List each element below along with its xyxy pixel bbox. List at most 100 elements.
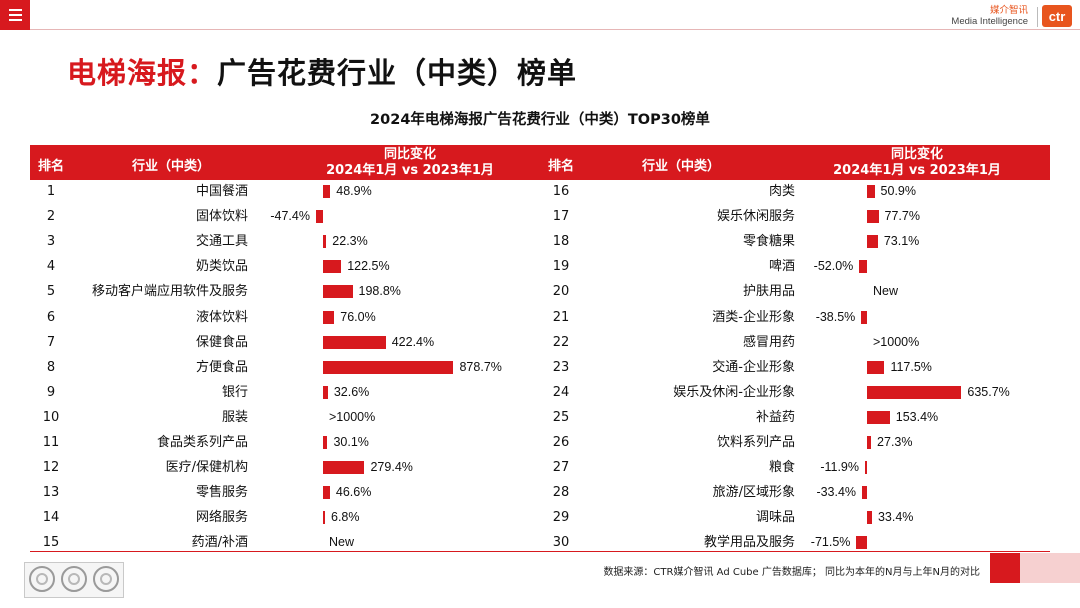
row-change-bar	[323, 310, 335, 324]
ctr-logo: ctr	[1042, 5, 1072, 27]
row-industry: 医疗/保健机构	[165, 460, 248, 476]
footer-accent-red	[990, 553, 1020, 583]
row-change-value: 279.4%	[370, 460, 413, 475]
table-row: 17 娱乐休闲服务	[540, 204, 795, 229]
row-rank: 25	[552, 409, 570, 425]
sgs-seal	[93, 566, 119, 592]
table-row: 6 液体饮料	[30, 305, 248, 330]
row-industry: 肉类	[768, 184, 795, 199]
row-change-bar	[865, 461, 867, 475]
table-row: 24 娱乐及休闲-企业形象	[540, 380, 795, 405]
row-rank: 2	[46, 209, 56, 225]
row-rank: 28	[552, 485, 570, 501]
row-change-value: -47.4%	[270, 209, 310, 224]
table-row: 26 饮料系列产品	[540, 430, 795, 455]
row-industry: 服装	[221, 409, 248, 425]
table-row: 7 保健食品	[30, 330, 248, 355]
table-row: 19 啤酒	[540, 254, 795, 279]
row-rank: 14	[42, 510, 60, 526]
row-rank: 30	[552, 535, 570, 551]
table-row: 23 交通-企业形象	[540, 355, 795, 380]
table-row: 16 肉类	[540, 179, 795, 204]
row-rank: 10	[42, 409, 60, 425]
row-change-value: -11.9%	[820, 460, 859, 475]
row-change-bar	[323, 335, 386, 349]
table-row: 13 零售服务	[30, 480, 248, 505]
row-industry: 奶类饮品	[195, 259, 248, 275]
row-industry: 娱乐及休闲-企业形象	[673, 384, 795, 400]
row-industry: 感冒用药	[742, 334, 795, 350]
sgs-seal	[29, 566, 55, 592]
row-change-value: 422.4%	[391, 334, 435, 349]
row-change-value: 22.3%	[332, 234, 368, 249]
row-change-value: 46.6%	[335, 485, 372, 500]
table-row: 22 感冒用药	[540, 330, 795, 355]
row-industry: 银行	[221, 384, 248, 400]
row-rank: 18	[552, 234, 570, 250]
row-change-value: 73.1%	[883, 234, 920, 249]
menu-line	[8, 19, 22, 21]
table-subtitle: 2024年电梯海报广告花费行业（中类）TOP30榜单	[370, 112, 710, 128]
row-change-value: 33.4%	[877, 510, 914, 525]
brand-name-cn: 媒介智讯	[989, 5, 1028, 16]
row-industry: 网络服务	[195, 510, 248, 526]
row-change-value: 77.7%	[884, 209, 920, 224]
row-change-bar	[323, 285, 353, 299]
row-change-bar	[867, 410, 890, 424]
row-rank: 20	[552, 284, 570, 300]
row-industry: 教学用品及服务	[703, 535, 795, 551]
row-change-bar	[867, 185, 875, 198]
table-row: 3 交通工具	[30, 229, 248, 254]
row-change-value: 878.7%	[459, 359, 502, 374]
row-change-bar	[323, 385, 328, 399]
row-industry: 交通工具	[195, 234, 248, 250]
row-rank: 4	[46, 259, 56, 275]
row-industry: 娱乐休闲服务	[716, 209, 795, 225]
row-change-value: -52.0%	[813, 259, 854, 274]
row-industry: 交通-企业形象	[712, 359, 795, 375]
table-row: 2 固体饮料	[30, 204, 248, 229]
header-change-period: 2024年1月 vs 2023年1月	[833, 163, 1001, 178]
row-change-bar	[867, 235, 878, 249]
table-row: 28 旅游/区域形象	[540, 480, 795, 505]
menu-button[interactable]	[0, 0, 30, 30]
row-rank: 24	[552, 384, 570, 400]
row-industry: 移动客户端应用软件及服务	[91, 284, 248, 300]
row-change-bar	[323, 185, 331, 198]
table-row: 8 方便食品	[30, 355, 248, 380]
row-industry: 旅游/区域形象	[712, 485, 795, 501]
page-title: 电梯海报：广告花费行业（中类）榜单	[67, 50, 577, 92]
header-change-title: 同比变化	[890, 147, 943, 162]
row-change-bar	[867, 360, 885, 374]
row-change-bar	[323, 235, 327, 249]
row-change-bar	[867, 511, 872, 525]
row-industry: 护肤用品	[742, 284, 795, 300]
header-rank-left: 排名	[38, 159, 65, 174]
table-header-band	[30, 145, 1050, 180]
row-industry: 调味品	[755, 510, 795, 526]
table-row: 18 零食糖果	[540, 229, 795, 254]
row-change-value: -38.5%	[815, 309, 856, 324]
row-rank: 16	[552, 184, 570, 199]
table-row: 9 银行	[30, 380, 248, 405]
row-change-value: 122.5%	[347, 259, 390, 274]
header-change-title: 同比变化	[383, 147, 436, 162]
row-change-bar	[323, 260, 342, 274]
row-change-bar	[861, 310, 867, 324]
row-rank: 13	[42, 485, 60, 501]
row-change-value: 76.0%	[340, 309, 376, 324]
row-industry: 固体饮料	[195, 209, 248, 225]
row-rank: 23	[552, 359, 570, 375]
row-rank: 29	[552, 510, 570, 526]
sgs-seal	[61, 566, 87, 592]
table-row: 11 食品类系列产品	[30, 430, 248, 455]
row-rank: 21	[552, 309, 570, 325]
row-rank: 9	[46, 384, 56, 400]
table-row: 12 医疗/保健机构	[30, 455, 248, 480]
row-change-bar	[323, 461, 365, 475]
header-change-left: 同比变化 2024年1月 vs 2023年1月	[295, 147, 525, 179]
row-rank: 11	[42, 435, 60, 450]
brand-block: 媒介智讯 Media Intelligence	[951, 5, 1028, 28]
brand-separator	[1037, 7, 1038, 27]
row-change-value: 6.8%	[331, 510, 360, 525]
